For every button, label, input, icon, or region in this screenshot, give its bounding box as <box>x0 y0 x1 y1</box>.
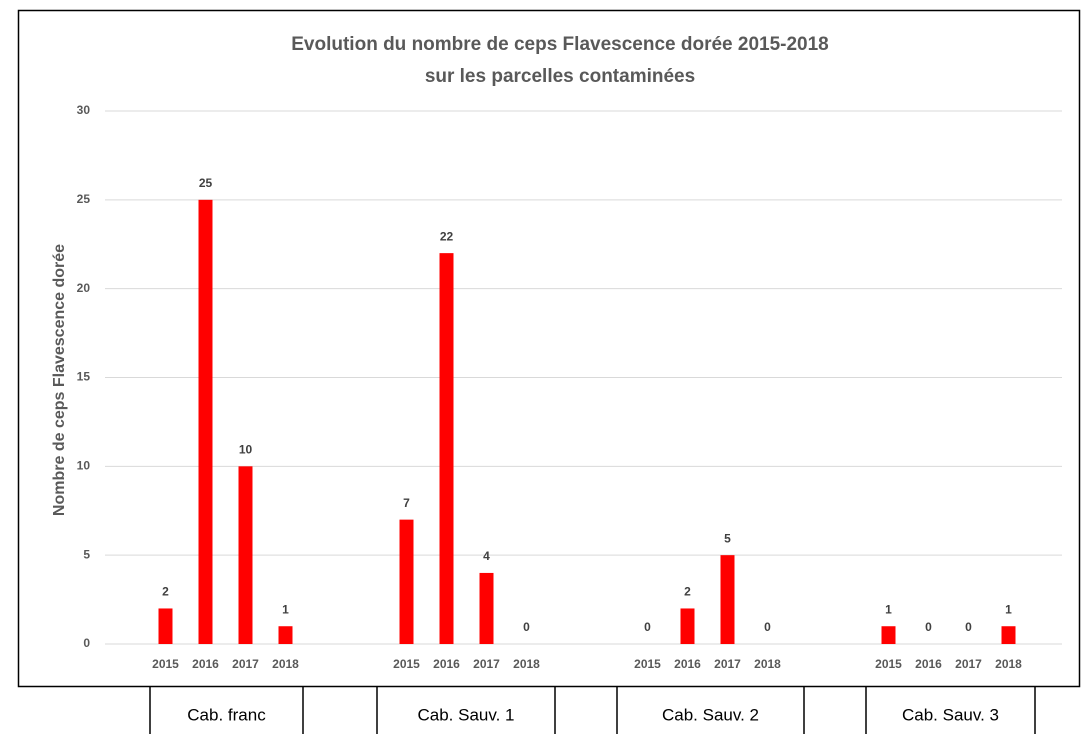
chart-title: sur les parcelles contaminées <box>425 66 695 87</box>
group-label: Cab. Sauv. 2 <box>662 705 759 724</box>
data-label: 2 <box>162 585 169 599</box>
x-tick-label: 2018 <box>513 657 540 671</box>
data-label: 10 <box>239 443 253 457</box>
data-label: 0 <box>764 620 771 634</box>
bar <box>680 608 695 644</box>
data-label: 0 <box>925 620 932 634</box>
group-label: Cab. Sauv. 3 <box>902 705 999 724</box>
x-tick-label: 2017 <box>473 657 500 671</box>
bar <box>479 572 494 644</box>
data-label: 22 <box>440 229 454 243</box>
x-tick-label: 2016 <box>433 657 460 671</box>
data-label: 2 <box>684 585 691 599</box>
y-tick-label: 0 <box>83 636 90 650</box>
bar <box>198 199 213 645</box>
bar <box>278 626 293 644</box>
chart-title: Evolution du nombre de ceps Flavescence … <box>291 34 829 55</box>
group-label: Cab. franc <box>187 705 266 724</box>
x-tick-label: 2017 <box>955 657 982 671</box>
data-label: 1 <box>1005 602 1012 616</box>
x-tick-label: 2015 <box>152 657 179 671</box>
y-tick-label: 25 <box>77 192 91 206</box>
data-label: 7 <box>403 496 410 510</box>
y-tick-label: 5 <box>83 547 90 561</box>
bar <box>881 626 896 644</box>
data-label: 0 <box>644 620 651 634</box>
x-tick-label: 2015 <box>634 657 661 671</box>
data-label: 1 <box>282 602 289 616</box>
y-tick-label: 20 <box>77 281 91 295</box>
y-tick-label: 10 <box>77 459 91 473</box>
x-tick-label: 2017 <box>714 657 741 671</box>
x-tick-label: 2018 <box>754 657 781 671</box>
bar <box>238 466 253 644</box>
x-tick-label: 2017 <box>232 657 259 671</box>
x-tick-label: 2018 <box>272 657 299 671</box>
x-tick-label: 2015 <box>875 657 902 671</box>
group-label: Cab. Sauv. 1 <box>417 705 514 724</box>
y-axis-label: Nombre de ceps Flavescence dorée <box>51 244 68 516</box>
y-tick-label: 15 <box>77 370 91 384</box>
bar <box>439 253 454 644</box>
bar <box>720 555 735 644</box>
bar <box>1001 626 1016 644</box>
data-label: 1 <box>885 602 892 616</box>
data-label: 5 <box>724 531 731 545</box>
x-tick-label: 2018 <box>995 657 1022 671</box>
data-label: 0 <box>523 620 530 634</box>
x-tick-label: 2016 <box>192 657 219 671</box>
data-label: 25 <box>199 176 213 190</box>
data-label: 0 <box>965 620 972 634</box>
x-tick-label: 2015 <box>393 657 420 671</box>
x-tick-label: 2016 <box>915 657 942 671</box>
y-tick-label: 30 <box>77 103 91 117</box>
data-label: 4 <box>483 549 490 563</box>
chart-frame <box>17 9 1081 688</box>
bar <box>158 608 173 644</box>
bar <box>399 519 414 644</box>
x-tick-label: 2016 <box>674 657 701 671</box>
